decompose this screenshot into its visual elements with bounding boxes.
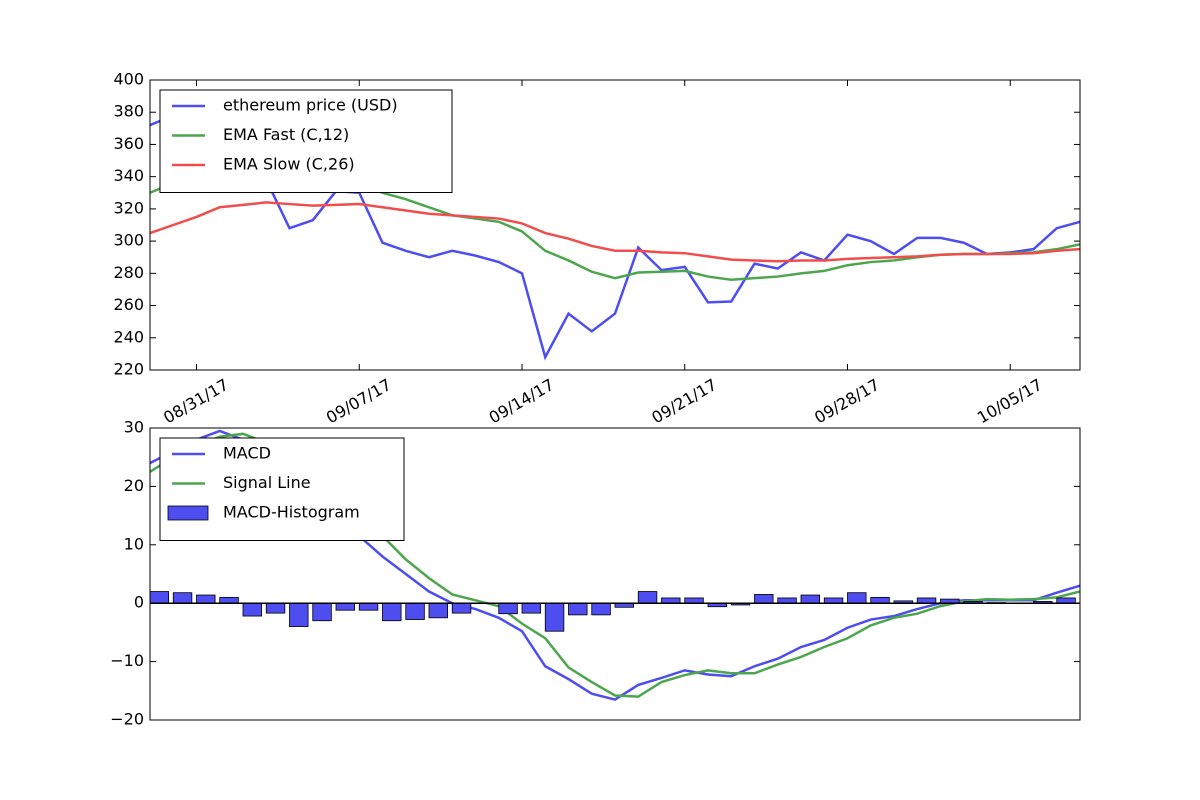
histogram-bar: [661, 597, 681, 604]
legend-box: [159, 89, 453, 193]
histogram-bar: [1056, 597, 1076, 604]
histogram-bar: [777, 597, 797, 604]
legend-label: MACD-Histogram: [223, 503, 360, 522]
y-tick-label: 360: [113, 134, 144, 153]
legend-swatch: [167, 505, 209, 521]
legend-label: MACD: [223, 444, 271, 463]
histogram-bar: [405, 602, 425, 620]
y-tick-label: 10: [124, 534, 144, 553]
histogram-bar: [172, 592, 193, 604]
y-tick-label: 280: [113, 263, 144, 282]
histogram-bar: [754, 594, 774, 604]
y-tick-label: 30: [124, 418, 144, 437]
y-tick-label: 300: [113, 231, 144, 250]
x-tick-label: 09/21/17: [648, 375, 720, 427]
histogram-bar: [637, 591, 658, 604]
series-line: [150, 113, 1080, 361]
histogram-bar: [428, 602, 449, 619]
y-tick-label: 20: [124, 476, 144, 495]
histogram-bar: [591, 602, 611, 616]
y-tick-label: 260: [113, 295, 144, 314]
y-tick-label: −10: [110, 651, 144, 670]
x-tick-label: 09/28/17: [811, 375, 883, 427]
y-tick-label: 0: [134, 593, 144, 612]
x-tick-label: 08/31/17: [160, 375, 232, 427]
legend-label: Signal Line: [223, 473, 311, 492]
histogram-bar: [289, 602, 309, 627]
y-tick-label: 380: [113, 102, 144, 121]
y-tick-label: 220: [113, 360, 144, 379]
histogram-bar: [498, 602, 518, 615]
y-tick-label: 340: [113, 166, 144, 185]
histogram-bar: [335, 602, 356, 611]
histogram-bar: [358, 602, 379, 611]
histogram-bar: [451, 602, 472, 614]
histogram-bar: [870, 596, 890, 604]
legend-label: EMA Fast (C,12): [223, 125, 349, 144]
legend-label: ethereum price (USD): [223, 96, 398, 115]
histogram-bar: [823, 597, 844, 604]
histogram-bar: [544, 602, 565, 632]
histogram-bar: [568, 602, 588, 616]
histogram-bar: [847, 592, 867, 604]
x-tick-label: 10/05/17: [974, 375, 1046, 427]
x-tick-label: 09/07/17: [323, 375, 395, 427]
axes-frame: [149, 79, 1081, 371]
histogram-bar: [312, 602, 332, 622]
y-tick-label: −20: [110, 710, 144, 729]
histogram-bar: [265, 602, 286, 614]
histogram-bar: [684, 597, 704, 604]
legend-label: EMA Slow (C,26): [223, 155, 355, 174]
histogram-bar: [382, 602, 402, 622]
histogram-bar: [800, 594, 821, 604]
histogram-bar: [1079, 596, 1080, 604]
series-line: [150, 201, 1080, 263]
histogram-bar: [196, 594, 216, 604]
histogram-bar: [219, 596, 239, 604]
histogram-bar: [916, 597, 937, 604]
y-tick-label: 240: [113, 327, 144, 346]
y-tick-label: 400: [113, 70, 144, 89]
x-tick-label: 09/14/17: [486, 375, 558, 427]
histogram-bar: [150, 591, 170, 604]
histogram-bar: [242, 602, 263, 617]
axes-frame: [149, 427, 1081, 721]
histogram-bar: [521, 602, 542, 614]
y-tick-label: 320: [113, 198, 144, 217]
